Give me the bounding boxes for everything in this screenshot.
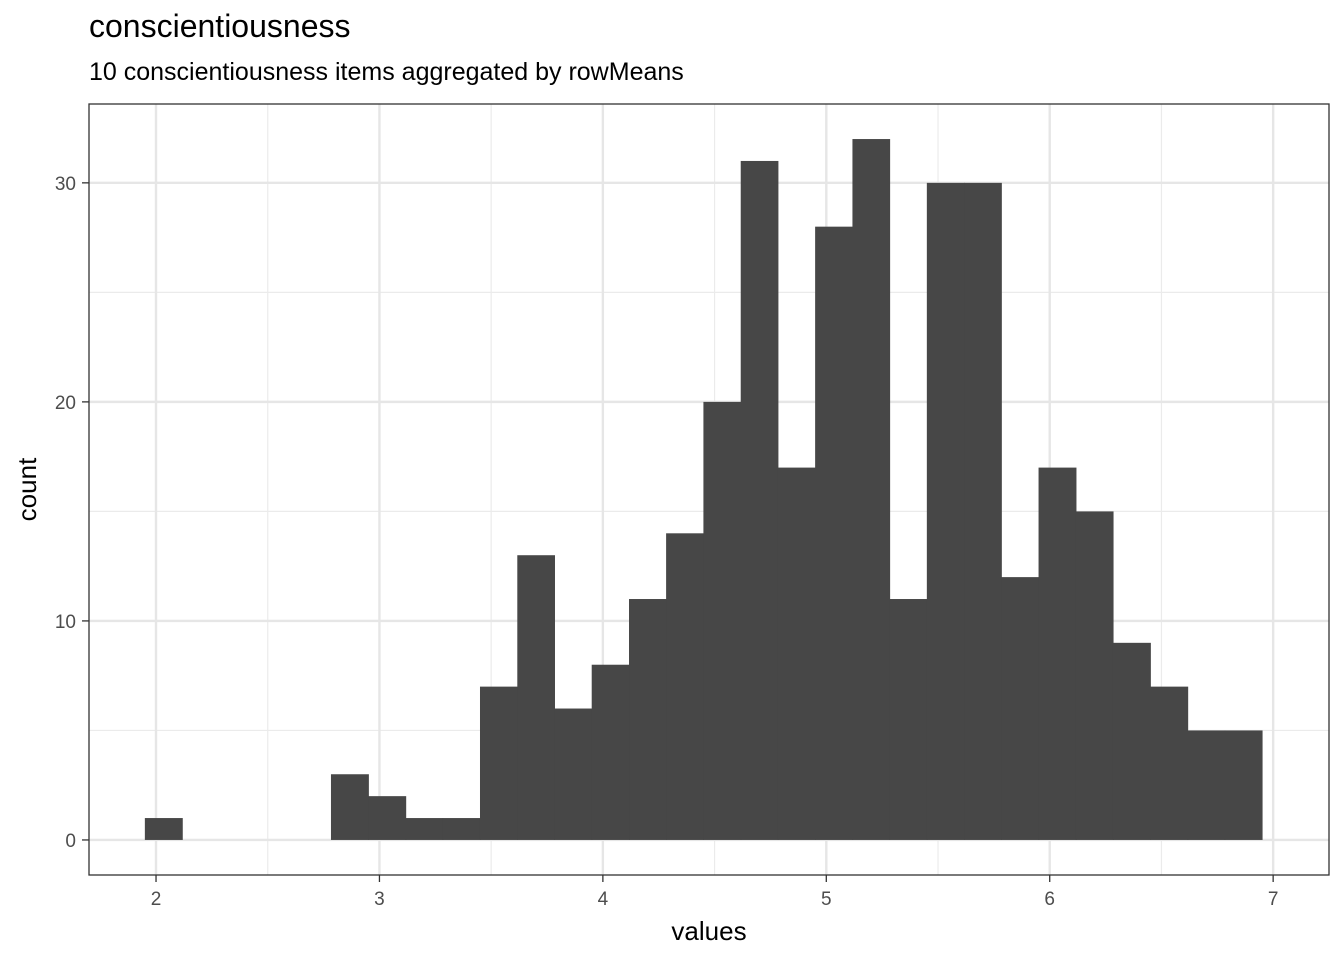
histogram-bar (1075, 511, 1114, 840)
histogram-bar (852, 139, 891, 840)
histogram-bar (666, 533, 705, 840)
histogram-bar (1112, 642, 1151, 840)
y-axis-title: count (12, 457, 42, 521)
histogram-bar (1038, 467, 1077, 840)
x-axis: 2 3 4 5 6 7 (151, 875, 1279, 910)
histogram-bar (1150, 686, 1189, 840)
chart-title: conscientiousness (89, 8, 351, 44)
histogram-bar (368, 796, 407, 840)
x-tick-label: 3 (374, 889, 385, 910)
y-tick-label: 20 (55, 393, 76, 414)
histogram-bar (815, 226, 854, 840)
histogram-bar (926, 182, 965, 840)
histogram-bar (330, 774, 369, 840)
x-tick-label: 5 (821, 889, 832, 910)
histogram-bar (1187, 730, 1226, 840)
y-tick-label: 30 (55, 174, 76, 195)
y-tick-label: 10 (55, 612, 76, 633)
panel-border (88, 103, 1330, 876)
x-tick-label: 4 (598, 889, 609, 910)
histogram-bar (1001, 577, 1040, 840)
x-tick-label: 7 (1268, 889, 1279, 910)
histogram-bar (703, 401, 742, 840)
histogram-bar (1224, 730, 1263, 840)
histogram-bar (554, 708, 593, 840)
histogram-bar (144, 818, 183, 840)
x-tick-label: 2 (151, 889, 162, 910)
histogram-bar (629, 599, 667, 840)
histogram-bar (442, 818, 481, 840)
histogram-bars (144, 139, 1263, 840)
histogram-bar (964, 182, 1002, 840)
histogram-bar (517, 555, 555, 840)
histogram-bar (405, 818, 444, 840)
histogram-bar (740, 160, 779, 840)
chart-subtitle: 10 conscientiousness items aggregated by… (89, 58, 684, 86)
x-axis-title: values (671, 916, 746, 946)
x-tick-label: 6 (1044, 889, 1055, 910)
histogram-bar (889, 599, 928, 840)
histogram-bar (777, 467, 816, 840)
y-axis: 0 10 20 30 (55, 174, 89, 852)
histogram-bar (591, 664, 630, 840)
y-tick-label: 0 (65, 831, 76, 852)
histogram-bar (479, 686, 518, 840)
